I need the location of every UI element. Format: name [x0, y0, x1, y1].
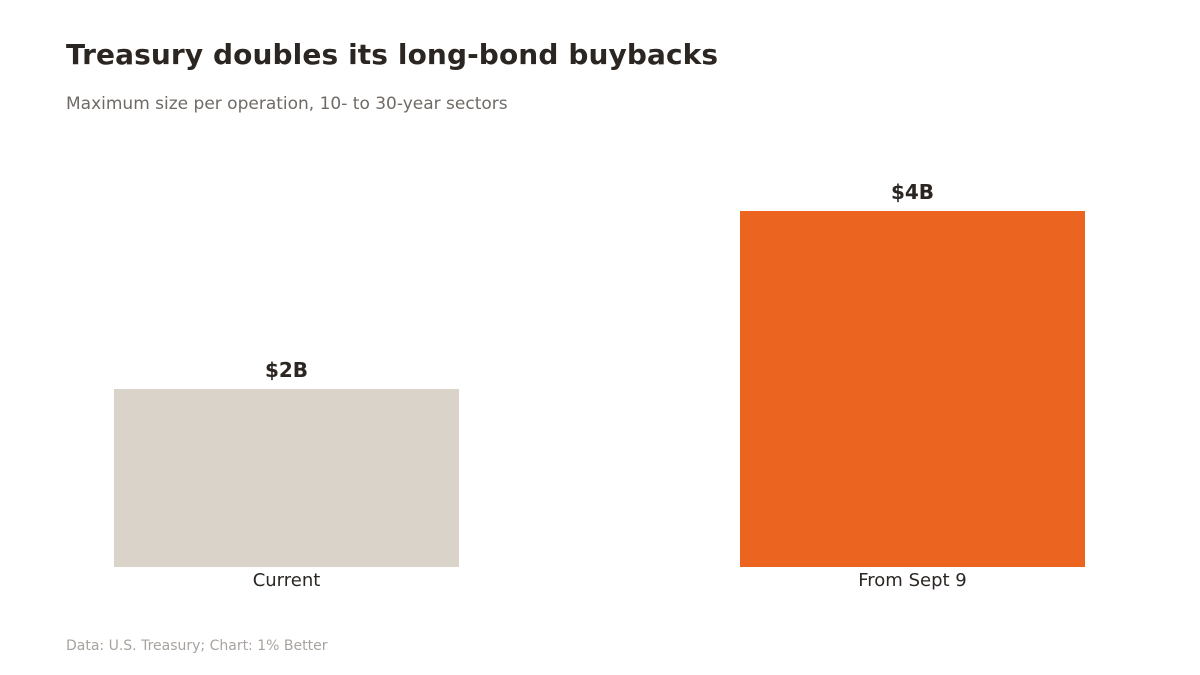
category-label-from-sept-9: From Sept 9	[858, 570, 966, 591]
source-note: Data: U.S. Treasury; Chart: 1% Better	[66, 638, 328, 654]
chart-subtitle: Maximum size per operation, 10- to 30-ye…	[66, 94, 508, 114]
chart-title: Treasury doubles its long-bond buybacks	[66, 38, 719, 71]
value-label-from-sept-9: $4B	[891, 180, 934, 204]
bar-from-sept-9	[740, 211, 1085, 567]
bar-current	[114, 389, 459, 567]
category-label-current: Current	[253, 570, 321, 591]
value-label-current: $2B	[265, 358, 308, 382]
